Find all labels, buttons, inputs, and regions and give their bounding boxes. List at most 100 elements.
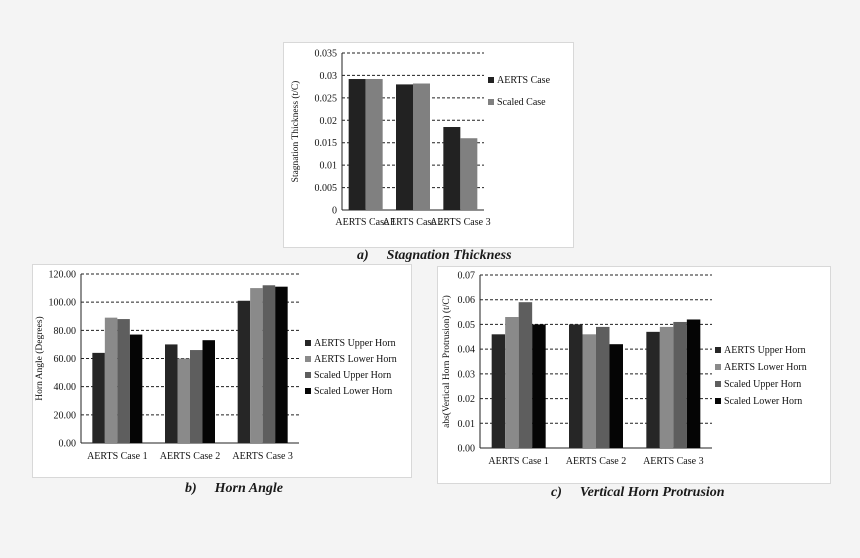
y-tick-label: 0.06 — [458, 295, 476, 306]
y-tick-label: 0.03 — [458, 369, 476, 380]
legend-label: AERTS Upper Horn — [724, 345, 806, 356]
x-tick-label: AERTS Case 2 — [566, 456, 627, 467]
bar — [237, 300, 251, 443]
legend-label: AERTS Upper Horn — [314, 338, 396, 349]
y-tick-label: 20.00 — [54, 410, 77, 421]
x-tick-label: AERTS Case 1 — [87, 451, 148, 462]
bar — [686, 319, 701, 448]
x-tick-label: AERTS Case 3 — [232, 451, 293, 462]
y-tick-label: 0.025 — [315, 93, 338, 104]
vertical-horn-protrusion-chart: 0.00 0.01 0.02 0.03 0.04 0.05 0.06 0.07 abs(Vert… — [441, 271, 807, 468]
bar — [413, 83, 430, 210]
bar — [262, 285, 276, 443]
bar — [104, 317, 118, 443]
bar — [348, 79, 366, 210]
y-tick-label: 0.00 — [458, 444, 476, 455]
legend-swatch — [488, 77, 494, 83]
caption-title: Horn Angle — [214, 481, 284, 496]
bar — [365, 79, 383, 210]
x-tick-label: AERTS Case 2 — [160, 451, 221, 462]
y-tick-label: 0.07 — [458, 271, 476, 282]
bar — [250, 288, 263, 443]
bar — [396, 84, 413, 210]
bar — [532, 324, 546, 448]
horn-angle-chart: 0.00 20.00 40.00 60.00 80.00 100.00 120.00 Horn… — [34, 270, 397, 463]
bar — [659, 326, 674, 448]
bar — [275, 286, 288, 443]
legend-label: AERTS Lower Horn — [314, 354, 397, 365]
bar — [165, 344, 178, 443]
y-tick-label: 0.03 — [320, 71, 338, 82]
bar — [117, 319, 130, 443]
y-tick-label: 0.01 — [320, 161, 338, 172]
y-axis-label: abs(Vertical Horn Protrusion) (t/C) — [441, 295, 452, 428]
y-tick-label: 0.01 — [458, 419, 476, 430]
chart-panel-horn-angle: 0.00 20.00 40.00 60.00 80.00 100.00 120.00 Horn… — [32, 264, 412, 478]
legend-swatch — [305, 372, 311, 378]
x-tick-label: AERTS Case 3 — [643, 456, 704, 467]
legend-label: AERTS Lower Horn — [724, 362, 807, 373]
legend-swatch — [715, 364, 721, 370]
legend-label: Scaled Upper Horn — [724, 379, 801, 390]
x-tick-label: AERTS Case 2 — [383, 217, 444, 228]
bar — [491, 334, 506, 448]
y-tick-label: 120.00 — [49, 270, 77, 281]
y-tick-label: 40.00 — [54, 382, 77, 393]
y-tick-label: 0.00 — [59, 439, 77, 450]
caption-vertical-horn-protrusion: c) Vertical Horn Protrusion — [551, 485, 725, 501]
bar — [190, 350, 203, 443]
bar — [646, 331, 660, 448]
legend-label: Scaled Upper Horn — [314, 370, 391, 381]
bar — [673, 321, 687, 448]
caption-letter: b) — [185, 481, 197, 496]
y-tick-label: 0.015 — [315, 138, 338, 149]
x-tick-label: AERTS Case 1 — [335, 217, 396, 228]
legend-swatch — [715, 381, 721, 387]
y-tick-label: 0.035 — [315, 49, 338, 60]
bar — [202, 340, 215, 443]
y-tick-label: 80.00 — [54, 326, 77, 337]
chart-panel-vertical-horn-protrusion: 0.00 0.01 0.02 0.03 0.04 0.05 0.06 0.07 abs(Vert… — [437, 266, 831, 484]
y-tick-label: 100.00 — [49, 298, 77, 309]
x-tick-label: AERTS Case 3 — [430, 217, 491, 228]
y-tick-label: 0.04 — [458, 345, 476, 356]
legend-label: Scaled Lower Horn — [724, 396, 802, 407]
caption-letter: a) — [357, 248, 369, 263]
y-axis-label: Horn Angle (Degrees) — [34, 316, 45, 400]
bar — [505, 317, 519, 448]
y-axis-label: Stagnation Thickness (t/C) — [290, 81, 301, 183]
caption-horn-angle: b) Horn Angle — [185, 481, 283, 497]
y-tick-label: 0.05 — [458, 320, 476, 331]
legend-swatch — [305, 388, 311, 394]
bar — [582, 334, 596, 448]
y-tick-label: 0.02 — [320, 116, 338, 127]
legend-swatch — [305, 340, 311, 346]
bar — [92, 352, 105, 443]
legend-swatch — [305, 356, 311, 362]
bar — [460, 138, 478, 210]
stagnation-thickness-chart: 0 0.005 0.01 0.015 0.02 0.025 0.03 0.035 Stagnat… — [290, 49, 551, 229]
legend-label: AERTS Case — [497, 75, 551, 86]
caption-title: Vertical Horn Protrusion — [579, 485, 725, 500]
y-tick-label: 0.02 — [458, 394, 476, 405]
chart-panel-stagnation-thickness: 0 0.005 0.01 0.015 0.02 0.025 0.03 0.035 Stagnat… — [283, 42, 574, 248]
bar — [596, 326, 610, 448]
bar — [518, 302, 533, 448]
bar — [443, 127, 461, 210]
y-tick-label: 0 — [332, 206, 337, 217]
legend-swatch — [715, 347, 721, 353]
legend-swatch — [715, 398, 721, 404]
caption-stagnation-thickness: a) Stagnation Thickness — [357, 248, 512, 264]
legend-label: Scaled Lower Horn — [314, 386, 392, 397]
bar — [569, 324, 583, 448]
bar — [129, 334, 143, 443]
caption-title: Stagnation Thickness — [386, 248, 512, 263]
bar — [609, 344, 623, 448]
y-tick-label: 60.00 — [54, 354, 77, 365]
caption-letter: c) — [551, 485, 562, 500]
y-tick-label: 0.005 — [315, 183, 338, 194]
legend-swatch — [488, 99, 494, 105]
bar — [177, 358, 190, 443]
x-tick-label: AERTS Case 1 — [488, 456, 549, 467]
legend-label: Scaled Case — [497, 97, 546, 108]
